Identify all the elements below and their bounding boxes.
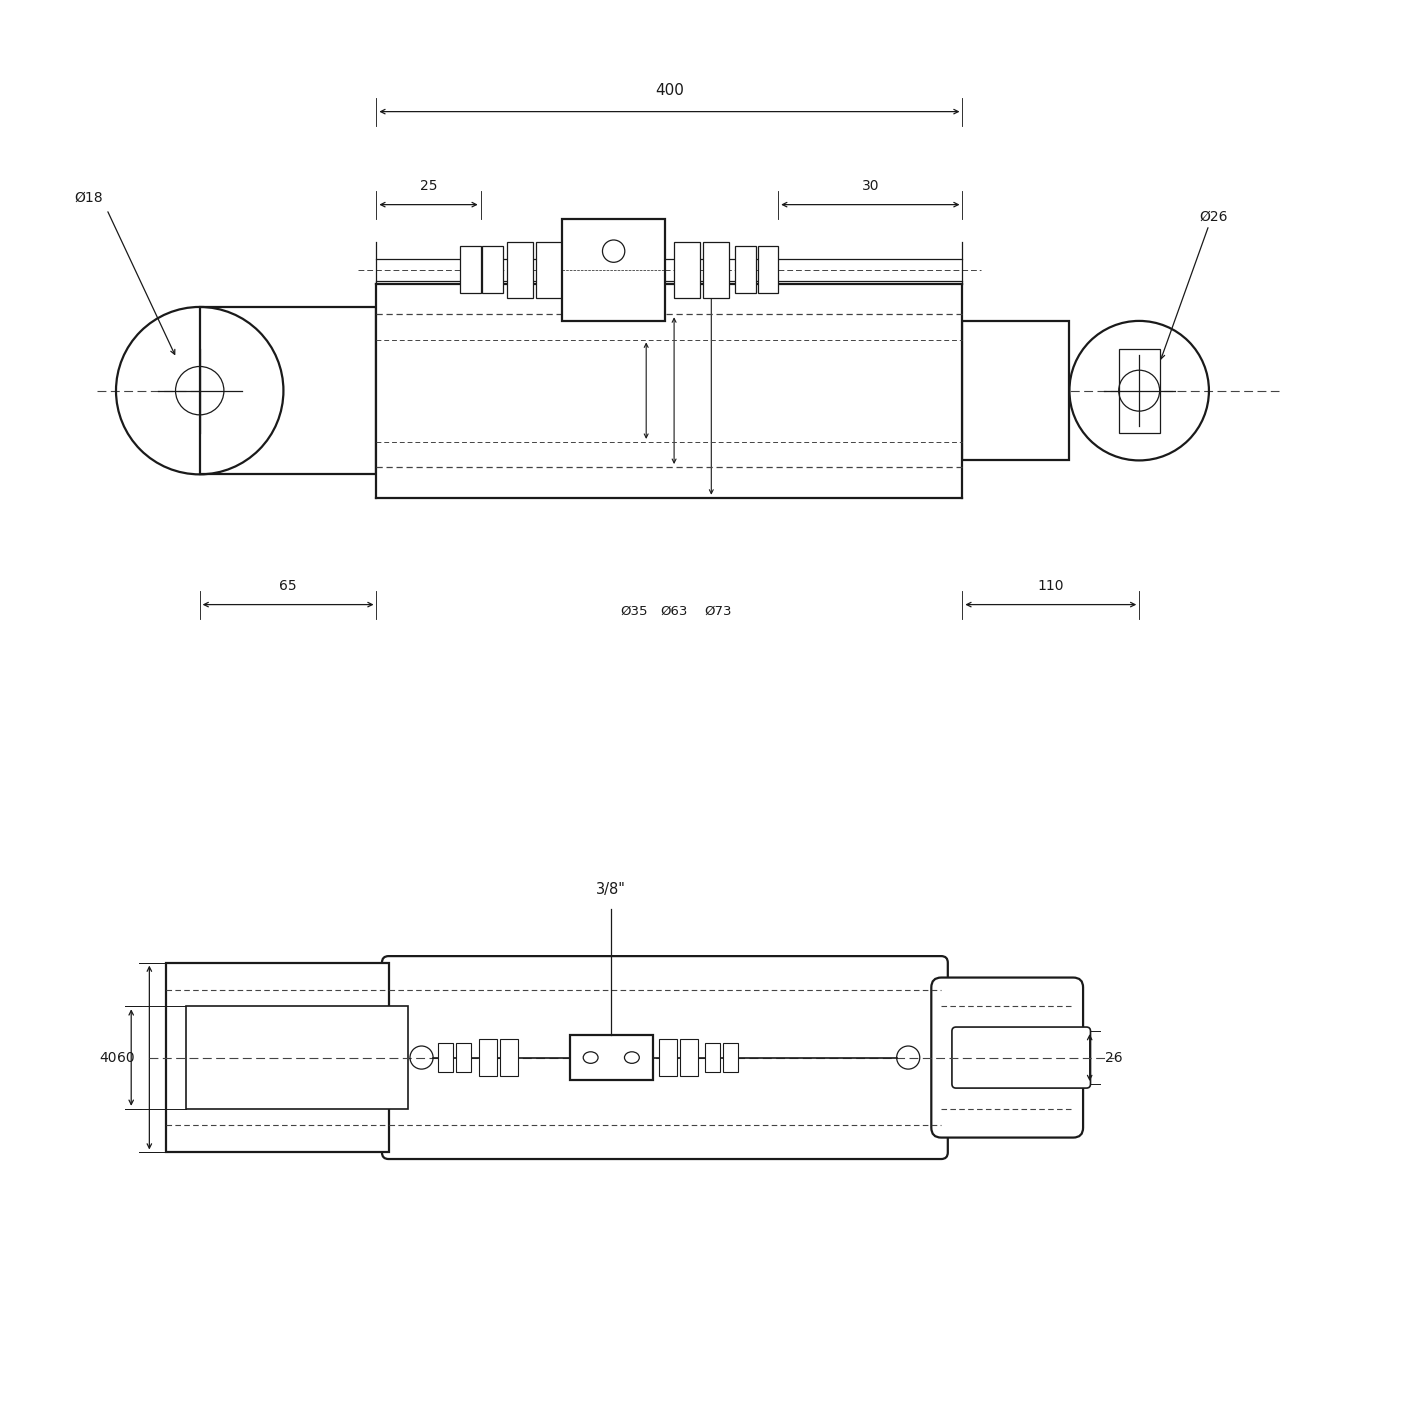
FancyBboxPatch shape bbox=[166, 963, 389, 1153]
Text: Ø63: Ø63 bbox=[660, 605, 688, 618]
Text: 26: 26 bbox=[1105, 1050, 1122, 1064]
FancyBboxPatch shape bbox=[658, 1039, 677, 1075]
Text: 3/8": 3/8" bbox=[597, 882, 626, 897]
FancyBboxPatch shape bbox=[479, 1039, 497, 1075]
FancyBboxPatch shape bbox=[535, 241, 562, 298]
FancyBboxPatch shape bbox=[500, 1039, 518, 1075]
FancyBboxPatch shape bbox=[931, 977, 1082, 1137]
FancyBboxPatch shape bbox=[483, 247, 503, 293]
Text: Ø73: Ø73 bbox=[703, 605, 731, 618]
FancyBboxPatch shape bbox=[187, 1007, 407, 1109]
FancyBboxPatch shape bbox=[199, 307, 376, 475]
FancyBboxPatch shape bbox=[703, 241, 729, 298]
Text: 65: 65 bbox=[279, 580, 296, 594]
Text: 40: 40 bbox=[98, 1050, 117, 1064]
Text: Ø18: Ø18 bbox=[74, 191, 102, 205]
FancyBboxPatch shape bbox=[1119, 348, 1160, 432]
FancyBboxPatch shape bbox=[680, 1039, 698, 1075]
FancyBboxPatch shape bbox=[507, 241, 532, 298]
FancyBboxPatch shape bbox=[563, 219, 665, 322]
FancyBboxPatch shape bbox=[674, 241, 701, 298]
FancyBboxPatch shape bbox=[382, 956, 948, 1160]
FancyBboxPatch shape bbox=[758, 247, 778, 293]
Bar bbox=[376, 284, 963, 497]
FancyBboxPatch shape bbox=[438, 1043, 453, 1073]
Text: 25: 25 bbox=[420, 180, 437, 194]
FancyBboxPatch shape bbox=[952, 1028, 1091, 1088]
FancyBboxPatch shape bbox=[723, 1043, 739, 1073]
Text: 60: 60 bbox=[117, 1050, 135, 1064]
FancyBboxPatch shape bbox=[461, 247, 480, 293]
Text: 110: 110 bbox=[1038, 580, 1064, 594]
FancyBboxPatch shape bbox=[736, 247, 755, 293]
Text: 400: 400 bbox=[656, 83, 684, 98]
FancyBboxPatch shape bbox=[456, 1043, 472, 1073]
FancyBboxPatch shape bbox=[963, 322, 1070, 461]
Text: 30: 30 bbox=[862, 180, 879, 194]
Text: Ø35: Ø35 bbox=[621, 605, 647, 618]
FancyBboxPatch shape bbox=[570, 1035, 653, 1080]
Text: Ø26: Ø26 bbox=[1199, 209, 1228, 223]
FancyBboxPatch shape bbox=[705, 1043, 720, 1073]
